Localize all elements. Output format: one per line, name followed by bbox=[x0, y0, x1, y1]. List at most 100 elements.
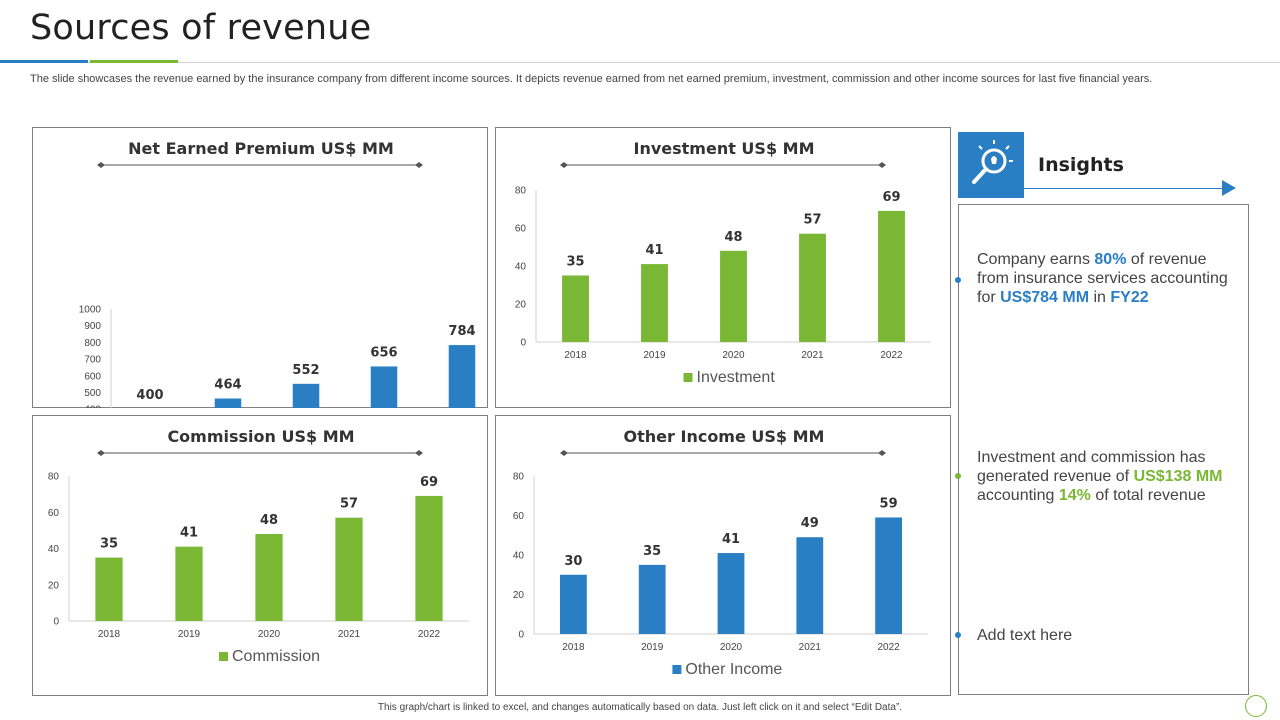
bar bbox=[415, 495, 443, 621]
bar bbox=[796, 537, 824, 634]
x-tick-label: 2022 bbox=[880, 350, 903, 361]
y-tick-label: 0 bbox=[520, 338, 526, 349]
y-tick-label: 600 bbox=[84, 371, 101, 382]
chart-svg: Net Earned Premium US$ MM010020030040050… bbox=[79, 139, 476, 408]
data-label: 48 bbox=[724, 230, 742, 245]
insights-connector-line bbox=[1024, 188, 1224, 189]
chart-title: Commission US$ MM bbox=[167, 427, 354, 446]
bar bbox=[95, 557, 123, 621]
data-label: 69 bbox=[882, 190, 900, 205]
title-accent-green bbox=[90, 60, 178, 63]
y-tick-label: 40 bbox=[515, 262, 527, 273]
data-label: 464 bbox=[214, 378, 241, 393]
x-tick-label: 2021 bbox=[338, 629, 361, 640]
title-accent-blue bbox=[0, 60, 88, 63]
bar bbox=[717, 553, 745, 634]
insight-bullet-icon bbox=[955, 473, 961, 479]
legend-swatch bbox=[672, 665, 682, 674]
chart-other-income[interactable]: Other Income US$ MM 0 20 40 60 80 30 2018 35 2019… bbox=[495, 415, 951, 696]
y-tick-label: 700 bbox=[84, 355, 101, 366]
chart-svg: Investment US$ MM 0 20 40 60 80 35 2018 41 2019 48… bbox=[515, 139, 931, 386]
bracket-diamond-icon bbox=[415, 162, 423, 168]
y-tick-label: 80 bbox=[513, 472, 525, 483]
data-label: 400 bbox=[136, 388, 163, 403]
bracket-diamond-icon bbox=[97, 162, 105, 168]
y-tick-label: 0 bbox=[53, 617, 59, 628]
x-tick-label: 2022 bbox=[877, 642, 900, 653]
x-tick-label: 2021 bbox=[801, 350, 824, 361]
insights-icon-box bbox=[958, 132, 1024, 198]
y-tick-label: 400 bbox=[84, 405, 101, 408]
chart-net-earned-premium[interactable]: Net Earned Premium US$ MM010020030040050… bbox=[32, 127, 488, 408]
data-label: 35 bbox=[100, 537, 118, 552]
bar bbox=[878, 210, 905, 342]
data-label: 48 bbox=[260, 513, 278, 528]
x-tick-label: 2018 bbox=[564, 350, 587, 361]
bracket-diamond-icon bbox=[97, 450, 105, 456]
bracket-diamond-icon bbox=[415, 450, 423, 456]
y-tick-label: 0 bbox=[518, 630, 524, 641]
bar bbox=[638, 564, 666, 634]
bar bbox=[720, 250, 747, 342]
legend-swatch bbox=[219, 652, 228, 661]
x-tick-label: 2018 bbox=[562, 642, 585, 653]
bar bbox=[875, 517, 902, 634]
bracket-diamond-icon bbox=[560, 450, 568, 456]
y-tick-label: 1000 bbox=[79, 305, 102, 316]
chart-commission[interactable]: Commission US$ MM 0 20 40 60 80 35 2018 41 2019 48… bbox=[32, 415, 488, 696]
chart-investment[interactable]: Investment US$ MM 0 20 40 60 80 35 2018 41 2019 48… bbox=[495, 127, 951, 408]
arrow-right-icon bbox=[1222, 180, 1236, 196]
bar bbox=[799, 233, 826, 342]
data-label: 35 bbox=[566, 255, 584, 270]
bar bbox=[560, 574, 587, 634]
x-tick-label: 2020 bbox=[720, 642, 743, 653]
legend-swatch bbox=[683, 373, 693, 382]
y-tick-label: 60 bbox=[515, 224, 527, 235]
y-tick-label: 40 bbox=[513, 551, 525, 562]
data-label: 30 bbox=[564, 554, 582, 569]
data-label: 35 bbox=[643, 544, 661, 559]
chart-title: Other Income US$ MM bbox=[624, 427, 825, 446]
corner-circle-icon bbox=[1245, 695, 1267, 717]
data-label: 784 bbox=[448, 324, 475, 339]
footer-note: This graph/chart is linked to excel, and… bbox=[377, 702, 903, 713]
slide-description: The slide showcases the revenue earned b… bbox=[30, 73, 1153, 85]
y-tick-label: 800 bbox=[84, 338, 101, 349]
x-tick-label: 2019 bbox=[643, 350, 666, 361]
insight-bullet-icon bbox=[955, 632, 961, 638]
bar bbox=[562, 275, 589, 342]
legend-label: Other Income bbox=[685, 661, 782, 678]
bar bbox=[448, 345, 476, 408]
y-tick-label: 60 bbox=[48, 508, 60, 519]
y-tick-label: 40 bbox=[48, 544, 60, 555]
lightbulb-magnifier-icon bbox=[972, 140, 1013, 184]
data-label: 69 bbox=[420, 475, 438, 490]
bar bbox=[175, 546, 203, 621]
title-divider bbox=[0, 62, 1280, 63]
bar bbox=[370, 366, 398, 408]
x-tick-label: 2021 bbox=[799, 642, 822, 653]
insight-bullet-icon bbox=[955, 277, 961, 283]
bracket-diamond-icon bbox=[878, 162, 886, 168]
y-tick-label: 80 bbox=[515, 186, 527, 197]
bar bbox=[335, 517, 363, 621]
insight-text-1: Company earns 80% of revenue from insura… bbox=[977, 251, 1228, 306]
data-label: 57 bbox=[803, 213, 821, 228]
chart-svg: Other Income US$ MM 0 20 40 60 80 30 2018 35 2019… bbox=[513, 427, 928, 678]
insight-text-2: Investment and commission has generated … bbox=[977, 449, 1223, 504]
x-tick-label: 2020 bbox=[722, 350, 745, 361]
bracket-diamond-icon bbox=[878, 450, 886, 456]
data-label: 57 bbox=[340, 497, 358, 512]
chart-title: Net Earned Premium US$ MM bbox=[128, 139, 394, 158]
x-tick-label: 2020 bbox=[258, 629, 281, 640]
chart-svg: Commission US$ MM 0 20 40 60 80 35 2018 41 2019 48… bbox=[48, 427, 469, 665]
x-tick-label: 2022 bbox=[418, 629, 441, 640]
x-tick-label: 2019 bbox=[178, 629, 201, 640]
insight-text-3[interactable]: Add text here bbox=[977, 627, 1073, 644]
insights-title: Insights bbox=[1038, 154, 1124, 176]
y-tick-label: 900 bbox=[84, 321, 101, 332]
data-label: 41 bbox=[722, 532, 740, 547]
data-label: 656 bbox=[370, 345, 397, 360]
bar bbox=[255, 534, 283, 621]
y-tick-label: 80 bbox=[48, 472, 60, 483]
